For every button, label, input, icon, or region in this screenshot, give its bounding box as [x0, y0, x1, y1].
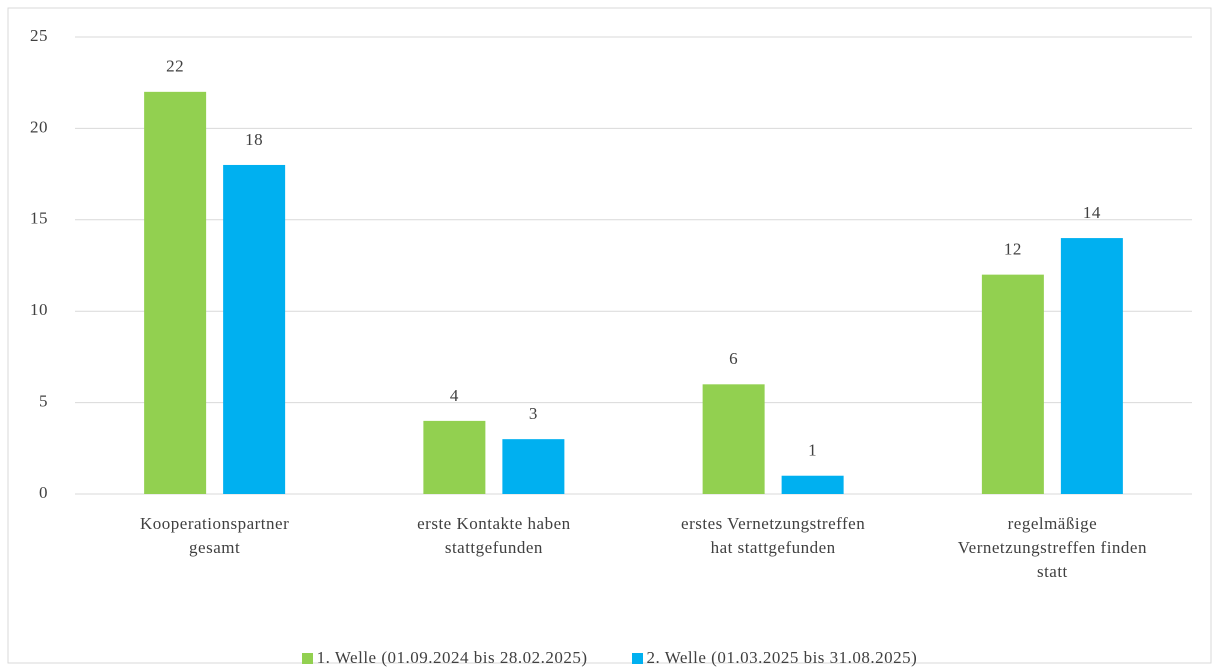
legend-swatch [631, 652, 643, 664]
y-tick-label: 5 [39, 392, 48, 411]
y-tick-label: 25 [30, 26, 48, 45]
x-tick-label: regelmäßige Vernetzungstreffen finden st… [957, 514, 1147, 581]
bar [423, 420, 486, 494]
y-tick-label: 10 [30, 300, 48, 319]
data-label: 14 [1083, 203, 1101, 222]
bar [223, 164, 286, 494]
bar [781, 475, 844, 494]
x-tick-label: Kooperationspartner gesamt [140, 514, 290, 557]
data-label: 22 [166, 57, 184, 76]
legend-item: 2. Welle (01.03.2025 bis 31.08.2025) [631, 648, 918, 668]
bar [981, 274, 1044, 494]
bar [702, 384, 765, 494]
x-tick-label: erstes Vernetzungstreffen hat stattgefun… [681, 514, 866, 557]
bar [502, 439, 565, 494]
bar [1060, 238, 1123, 494]
y-tick-label: 0 [39, 483, 48, 502]
data-label: 6 [729, 349, 738, 368]
data-label: 18 [245, 130, 263, 149]
x-tick-label: erste Kontakte haben stattgefunden [417, 514, 571, 557]
chart-border [7, 7, 1212, 664]
data-label: 1 [808, 441, 817, 460]
legend-label: 2. Welle (01.03.2025 bis 31.08.2025) [646, 648, 918, 667]
y-tick-label: 15 [30, 209, 48, 228]
data-label: 4 [450, 386, 459, 405]
legend-item: 1. Welle (01.09.2024 bis 28.02.2025) [301, 648, 588, 668]
data-label: 3 [529, 404, 538, 423]
legend-swatch [301, 652, 313, 664]
bar [144, 91, 207, 494]
data-label: 12 [1004, 240, 1022, 259]
y-tick-label: 20 [30, 117, 48, 136]
legend: 1. Welle (01.09.2024 bis 28.02.2025) 2. W… [0, 648, 1219, 668]
legend-label: 1. Welle (01.09.2024 bis 28.02.2025) [316, 648, 588, 667]
